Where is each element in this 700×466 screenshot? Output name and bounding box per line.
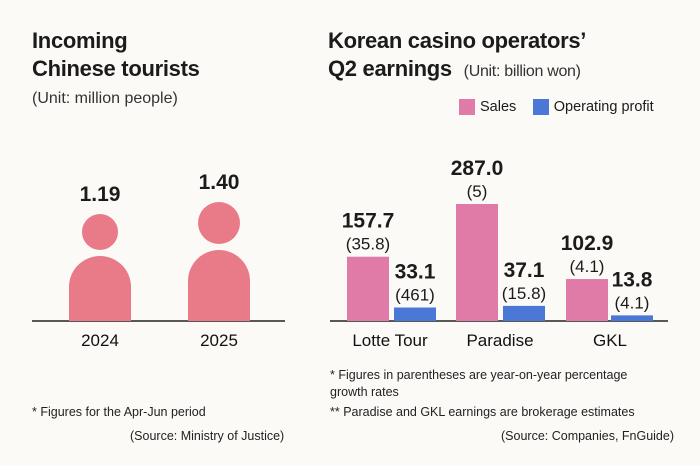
left-source: (Source: Ministry of Justice)	[130, 429, 285, 443]
casino-bar-lotte-tour-sales-growth-label: (35.8)	[346, 235, 390, 254]
casino-bar-paradise-sales-value-label: 287.0	[451, 157, 504, 180]
tourists-person-2024	[69, 213, 131, 321]
casino-bar-gkl-operating-profit-growth-label: (4.1)	[615, 293, 650, 312]
tourists-person-2024-body	[69, 255, 131, 321]
casino-bar-paradise-sales	[456, 204, 498, 321]
casino-category-label-paradise: Paradise	[466, 331, 534, 350]
casino-bar-lotte-tour-sales-value-label: 157.7	[342, 210, 395, 233]
tourists-person-2025-head	[198, 202, 240, 244]
casino-bar-gkl-operating-profit-value-label: 13.8	[612, 268, 653, 291]
casino-bar-gkl-sales-value-label: 102.9	[561, 232, 614, 255]
tourists-value-label-2025: 1.40	[199, 171, 240, 194]
tourists-category-label-2024: 2024	[81, 331, 119, 350]
casino-bar-marks: (35.8) 157.7 (461) 33.1 (5) 287.0 (15.8) 37.1 (4…	[330, 157, 668, 322]
casino-bar-paradise-operating-profit	[503, 305, 545, 321]
casino-bar-lotte-tour-operating-profit-growth-label: (461)	[395, 286, 435, 305]
left-title-line1: Incoming	[32, 28, 128, 53]
casino-bar-gkl-sales	[566, 279, 608, 321]
casino-category-label-gkl: GKL	[592, 331, 628, 350]
right-note-2: ** Paradise and GKL earnings are brokera…	[330, 405, 635, 419]
casino-bar-lotte-tour-operating-profit-value-label: 33.1	[395, 261, 436, 284]
casino-bar-paradise-operating-profit-growth-label: (15.8)	[502, 284, 546, 303]
left-title-line2: Chinese tourists	[32, 56, 200, 81]
legend-profit-swatch	[532, 98, 549, 115]
casino-bar-gkl-operating-profit	[611, 315, 653, 321]
right-title-line2: Q2 earnings	[328, 56, 452, 81]
right-title-line1: Korean casino operators’	[328, 28, 587, 53]
legend-sales-swatch	[459, 98, 475, 115]
casino-bar-paradise-sales-growth-label: (5)	[467, 182, 488, 201]
right-unit: (Unit: billion won)	[463, 63, 581, 80]
casino-bar-lotte-tour-operating-profit	[394, 307, 436, 321]
right-title: Korean casino operators’ Q2 earnings (Un…	[328, 27, 586, 86]
tourists-person-2024-head	[82, 213, 118, 250]
casino-category-label-lotte-tour: Lotte Tour	[352, 331, 428, 350]
right-note-1: * Figures in parentheses are year-on-yea…	[330, 368, 628, 399]
tourists-category-label-2025: 2025	[200, 331, 238, 350]
right-source: (Source: Companies, FnGuide)	[501, 429, 674, 443]
casino-bar-paradise-operating-profit-value-label: 37.1	[504, 259, 545, 282]
left-unit: (Unit: million people)	[32, 90, 178, 107]
casino-bar-gkl-sales-growth-label: (4.1)	[570, 257, 605, 276]
legend-sales-label: Sales	[480, 98, 517, 115]
tourists-person-2025-body	[188, 250, 250, 321]
left-note: * Figures for the Apr-Jun period	[32, 405, 206, 419]
legend: Sales Operating profit	[459, 98, 666, 116]
tourists-person-marks: 1.19 1.40	[32, 171, 285, 322]
left-title: Incoming Chinese tourists	[32, 27, 200, 83]
legend-profit-label: Operating profit	[553, 98, 654, 115]
tourists-value-label-2024: 1.19	[80, 183, 121, 206]
tourists-person-2025	[188, 202, 250, 321]
casino-bar-lotte-tour-sales	[347, 256, 389, 321]
